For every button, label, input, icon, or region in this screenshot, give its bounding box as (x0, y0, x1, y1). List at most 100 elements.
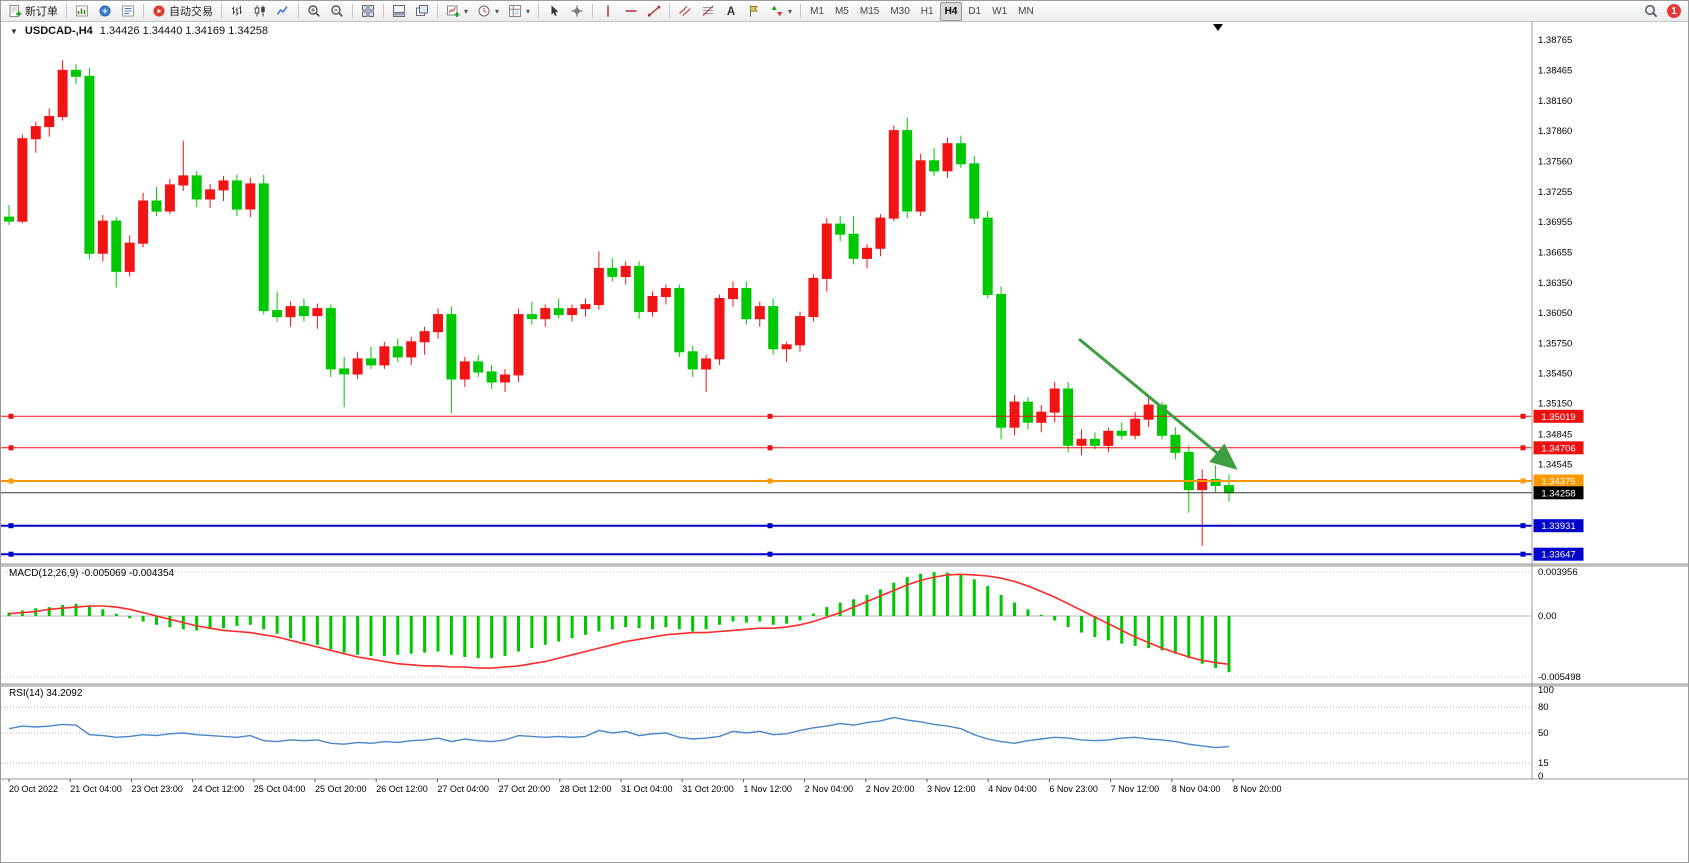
tile-windows-icon (361, 4, 375, 18)
profiles-button[interactable] (94, 2, 116, 21)
price-axis: 1.38765 1.38465 1.38160 1.37860 1.37560 1.372… (1533, 35, 1584, 561)
svg-text:0.00: 0.00 (1538, 611, 1557, 622)
chevron-down-icon: ▾ (526, 6, 531, 16)
timeframe-m30-button[interactable]: M30 (890, 5, 910, 17)
svg-text:1.34545: 1.34545 (1538, 459, 1572, 470)
svg-text:1.36955: 1.36955 (1538, 217, 1572, 228)
rsi-panel: RSI(14) 34.2092 100 80 50 15 0 (1, 685, 1554, 782)
toolbar-separator (221, 4, 222, 18)
chart-window-button[interactable] (71, 2, 93, 21)
line-chart-type-button[interactable] (272, 2, 294, 21)
svg-text:1.33931: 1.33931 (1541, 521, 1575, 532)
svg-text:1.34375: 1.34375 (1541, 477, 1575, 488)
svg-text:31 Oct 20:00: 31 Oct 20:00 (682, 784, 734, 794)
trend-arrow-annotation[interactable] (1078, 337, 1238, 470)
svg-text:15: 15 (1538, 758, 1549, 769)
auto-trading-button[interactable]: 自动交易 (148, 2, 217, 21)
panel-separators[interactable] (1, 21, 1689, 780)
cascade-windows-button[interactable] (411, 2, 433, 21)
equidistant-channel-icon (678, 4, 692, 18)
toolbar-separator (437, 4, 438, 18)
svg-text:80: 80 (1538, 702, 1549, 713)
cursor-icon (547, 4, 561, 18)
timeframe-h4-button[interactable]: H4 (939, 1, 963, 21)
svg-text:6 Nov 23:00: 6 Nov 23:00 (1049, 784, 1098, 794)
cursor-button[interactable] (543, 2, 565, 21)
timeframe-m15-button[interactable]: M15 (859, 5, 880, 17)
candle-chart-type-button[interactable] (249, 2, 271, 21)
zoom-out-icon (330, 4, 344, 18)
svg-text:100: 100 (1538, 685, 1554, 696)
svg-text:1.35150: 1.35150 (1538, 399, 1572, 410)
timeframe-mn-button[interactable]: MN (1018, 5, 1034, 17)
candlestick-series (4, 60, 1234, 546)
svg-text:8 Nov 20:00: 8 Nov 20:00 (1233, 784, 1282, 794)
templates-button[interactable]: ▾ (504, 2, 534, 21)
svg-text:RSI(14) 34.2092: RSI(14) 34.2092 (9, 688, 83, 699)
svg-text:1.38465: 1.38465 (1538, 65, 1572, 76)
zoom-in-button[interactable] (303, 2, 325, 21)
auto-trading-icon (152, 4, 166, 18)
text-icon: A (724, 4, 738, 18)
rsi-line (8, 716, 1230, 749)
svg-text:MACD(12,26,9) -0.005069 -0.004: MACD(12,26,9) -0.005069 -0.004354 (9, 568, 175, 579)
timeframe-h1-button[interactable]: H1 (920, 5, 934, 17)
profiles-icon (98, 4, 112, 18)
svg-text:24 Oct 12:00: 24 Oct 12:00 (193, 784, 245, 794)
equidistant-channel-button[interactable] (674, 2, 696, 21)
notification-badge[interactable]: 1 (1667, 4, 1681, 18)
time-axis: 20 Oct 2022 21 Oct 04:00 23 Oct 23:00 24 Oc… (8, 779, 1282, 794)
svg-text:1 Nov 12:00: 1 Nov 12:00 (743, 784, 792, 794)
bar-chart-type-button[interactable] (226, 2, 248, 21)
timeframe-d1-button[interactable]: D1 (968, 5, 982, 17)
timeframe-m5-button[interactable]: M5 (834, 5, 849, 17)
svg-text:1.36655: 1.36655 (1538, 247, 1572, 258)
vertical-line-button[interactable] (597, 2, 619, 21)
svg-text:0.003956: 0.003956 (1538, 567, 1578, 578)
tile-windows-button[interactable] (357, 2, 379, 21)
trendline-button[interactable] (643, 2, 665, 21)
text-button[interactable]: A (720, 2, 742, 21)
svg-text:A: A (727, 6, 735, 18)
timeframe-w1-button[interactable]: W1 (992, 5, 1008, 17)
crosshair-button[interactable] (566, 2, 588, 21)
horizontal-line-button[interactable] (620, 2, 642, 21)
bar-chart-type-icon (230, 4, 244, 18)
cascade-windows-icon (415, 4, 429, 18)
chart-canvas[interactable]: 1.38765 1.38465 1.38160 1.37860 1.37560 1.372… (1, 21, 1689, 801)
chart-menu-icon[interactable]: ▼ (10, 26, 18, 36)
svg-text:1.36050: 1.36050 (1538, 308, 1572, 319)
svg-text:23 Oct 23:00: 23 Oct 23:00 (131, 784, 183, 794)
periodicity-button[interactable]: ▾ (473, 2, 503, 21)
zoom-in-icon (307, 4, 321, 18)
svg-text:2 Nov 20:00: 2 Nov 20:00 (866, 784, 915, 794)
svg-text:28 Oct 12:00: 28 Oct 12:00 (560, 784, 612, 794)
candle-chart-type-icon (253, 4, 267, 18)
arrows-icon (770, 4, 784, 18)
market-watch-icon (121, 4, 135, 18)
chevron-down-icon: ▾ (495, 6, 500, 16)
toolbar-separator (352, 4, 353, 18)
support-resistance-lines[interactable] (1, 413, 1532, 557)
svg-text:1.37560: 1.37560 (1538, 156, 1572, 167)
line-chart-type-icon (276, 4, 290, 18)
svg-text:1.36350: 1.36350 (1538, 278, 1572, 289)
svg-text:0: 0 (1538, 771, 1543, 782)
templates-icon (508, 4, 522, 18)
svg-text:1.33647: 1.33647 (1541, 550, 1575, 561)
search-button[interactable] (1640, 2, 1662, 21)
toolbar: 新订单 自动交易 ▾ ▾ ▾ A ▾ M1 M5 M15 M30 H1 H4 D1 W1 MN 1 (1, 1, 1688, 22)
arrows-button[interactable]: ▾ (766, 2, 796, 21)
arrange-windows-button[interactable] (388, 2, 410, 21)
timeframe-m1-button[interactable]: M1 (810, 5, 824, 17)
macd-signal-line (8, 573, 1230, 669)
market-watch-button[interactable] (117, 2, 139, 21)
fibonacci-button[interactable] (697, 2, 719, 21)
toolbar-separator (592, 4, 594, 18)
zoom-out-button[interactable] (326, 2, 348, 21)
new-order-button[interactable]: 新订单 (4, 2, 62, 21)
svg-text:27 Oct 04:00: 27 Oct 04:00 (437, 784, 489, 794)
new-chart-button[interactable]: ▾ (442, 2, 472, 21)
svg-text:3 Nov 12:00: 3 Nov 12:00 (927, 784, 976, 794)
text-label-button[interactable] (743, 2, 765, 21)
